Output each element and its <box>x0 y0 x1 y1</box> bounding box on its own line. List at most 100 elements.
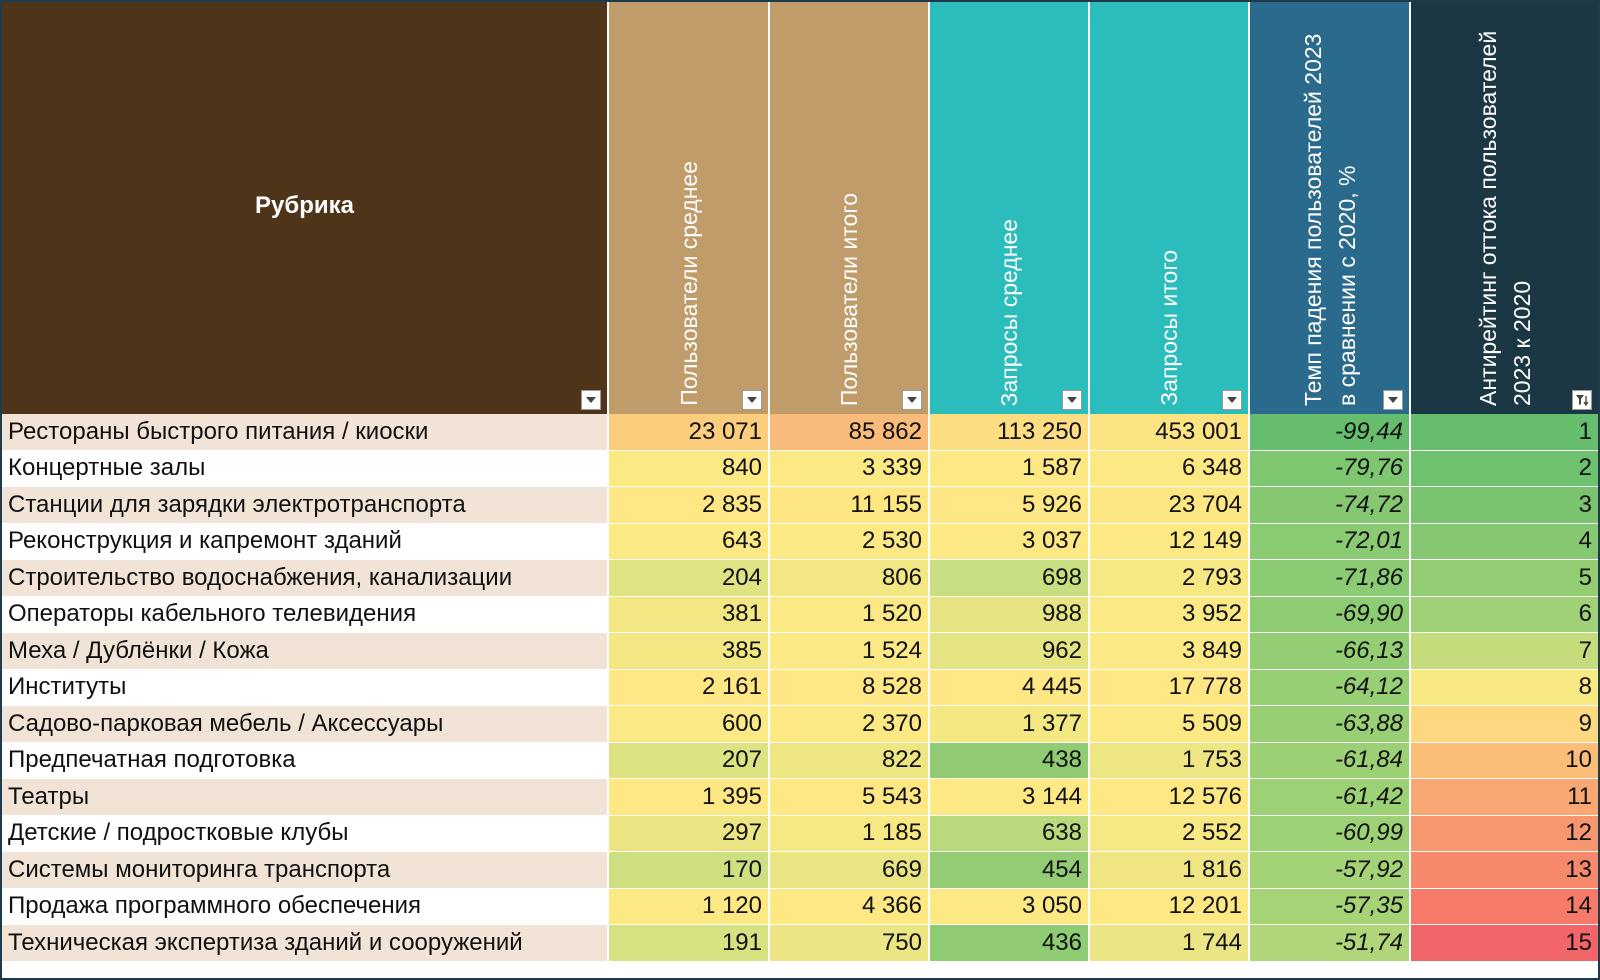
dropdown-arrow-icon[interactable] <box>742 390 762 410</box>
cell-requests-total[interactable]: 3 849 <box>1089 632 1250 670</box>
cell-requests-total[interactable]: 12 201 <box>1089 888 1250 925</box>
cell-users-total[interactable]: 750 <box>769 924 930 962</box>
cell-requests-avg[interactable]: 436 <box>929 924 1090 962</box>
cell-requests-total[interactable]: 12 576 <box>1089 778 1250 816</box>
cell-drop-rate[interactable]: -71,86 <box>1249 559 1411 597</box>
cell-requests-total[interactable]: 3 952 <box>1089 596 1250 633</box>
cell-antirating[interactable]: 15 <box>1410 924 1598 962</box>
cell-users-total[interactable]: 8 528 <box>769 669 930 706</box>
sort-filter-icon[interactable] <box>1572 390 1592 410</box>
cell-users-total[interactable]: 2 370 <box>769 705 930 743</box>
cell-users-total[interactable]: 3 339 <box>769 450 930 487</box>
cell-requests-total[interactable]: 1 744 <box>1089 924 1250 962</box>
cell-antirating[interactable]: 4 <box>1410 523 1598 560</box>
cell-users-avg[interactable]: 2 161 <box>608 669 770 706</box>
cell-requests-total[interactable]: 453 001 <box>1089 414 1250 451</box>
cell-users-total[interactable]: 5 543 <box>769 778 930 816</box>
cell-users-avg[interactable]: 1 120 <box>608 888 770 925</box>
dropdown-arrow-icon[interactable] <box>1062 390 1082 410</box>
cell-rubric[interactable]: Институты <box>2 669 609 706</box>
cell-antirating[interactable]: 1 <box>1410 414 1598 451</box>
cell-users-avg[interactable]: 297 <box>608 815 770 852</box>
cell-requests-avg[interactable]: 438 <box>929 742 1090 779</box>
cell-requests-total[interactable]: 23 704 <box>1089 486 1250 524</box>
cell-antirating[interactable]: 9 <box>1410 705 1598 743</box>
cell-requests-total[interactable]: 2 552 <box>1089 815 1250 852</box>
cell-requests-total[interactable]: 12 149 <box>1089 523 1250 560</box>
cell-users-avg[interactable]: 1 395 <box>608 778 770 816</box>
cell-drop-rate[interactable]: -57,92 <box>1249 851 1411 889</box>
cell-drop-rate[interactable]: -66,13 <box>1249 632 1411 670</box>
cell-rubric[interactable]: Рестораны быстрого питания / киоски <box>2 414 609 451</box>
cell-rubric[interactable]: Предпечатная подготовка <box>2 742 609 779</box>
cell-antirating[interactable]: 7 <box>1410 632 1598 670</box>
cell-drop-rate[interactable]: -51,74 <box>1249 924 1411 962</box>
cell-drop-rate[interactable]: -79,76 <box>1249 450 1411 487</box>
cell-requests-avg[interactable]: 3 037 <box>929 523 1090 560</box>
cell-requests-avg[interactable]: 1 587 <box>929 450 1090 487</box>
cell-rubric[interactable]: Театры <box>2 778 609 816</box>
cell-drop-rate[interactable]: -61,84 <box>1249 742 1411 779</box>
cell-rubric[interactable]: Продажа программного обеспечения <box>2 888 609 925</box>
cell-users-avg[interactable]: 23 071 <box>608 414 770 451</box>
cell-drop-rate[interactable]: -63,88 <box>1249 705 1411 743</box>
cell-requests-avg[interactable]: 113 250 <box>929 414 1090 451</box>
cell-users-total[interactable]: 85 862 <box>769 414 930 451</box>
cell-users-avg[interactable]: 840 <box>608 450 770 487</box>
dropdown-arrow-icon[interactable] <box>581 390 601 410</box>
cell-users-avg[interactable]: 385 <box>608 632 770 670</box>
cell-requests-avg[interactable]: 988 <box>929 596 1090 633</box>
dropdown-arrow-icon[interactable] <box>902 390 922 410</box>
cell-requests-total[interactable]: 6 348 <box>1089 450 1250 487</box>
cell-drop-rate[interactable]: -60,99 <box>1249 815 1411 852</box>
cell-antirating[interactable]: 6 <box>1410 596 1598 633</box>
cell-antirating[interactable]: 14 <box>1410 888 1598 925</box>
cell-users-total[interactable]: 2 530 <box>769 523 930 560</box>
cell-antirating[interactable]: 12 <box>1410 815 1598 852</box>
dropdown-arrow-icon[interactable] <box>1383 390 1403 410</box>
cell-users-total[interactable]: 11 155 <box>769 486 930 524</box>
cell-requests-total[interactable]: 17 778 <box>1089 669 1250 706</box>
cell-drop-rate[interactable]: -57,35 <box>1249 888 1411 925</box>
cell-requests-avg[interactable]: 454 <box>929 851 1090 889</box>
cell-requests-avg[interactable]: 5 926 <box>929 486 1090 524</box>
cell-users-total[interactable]: 822 <box>769 742 930 779</box>
cell-antirating[interactable]: 8 <box>1410 669 1598 706</box>
cell-requests-avg[interactable]: 638 <box>929 815 1090 852</box>
cell-antirating[interactable]: 3 <box>1410 486 1598 524</box>
cell-drop-rate[interactable]: -74,72 <box>1249 486 1411 524</box>
cell-rubric[interactable]: Меха / Дублёнки / Кожа <box>2 632 609 670</box>
cell-requests-avg[interactable]: 1 377 <box>929 705 1090 743</box>
cell-antirating[interactable]: 13 <box>1410 851 1598 889</box>
cell-drop-rate[interactable]: -64,12 <box>1249 669 1411 706</box>
cell-drop-rate[interactable]: -99,44 <box>1249 414 1411 451</box>
cell-rubric[interactable]: Операторы кабельного телевидения <box>2 596 609 633</box>
cell-drop-rate[interactable]: -61,42 <box>1249 778 1411 816</box>
cell-users-avg[interactable]: 2 835 <box>608 486 770 524</box>
cell-rubric[interactable]: Реконструкция и капремонт зданий <box>2 523 609 560</box>
cell-rubric[interactable]: Строительство водоснабжения, канализации <box>2 559 609 597</box>
cell-drop-rate[interactable]: -72,01 <box>1249 523 1411 560</box>
cell-requests-avg[interactable]: 962 <box>929 632 1090 670</box>
cell-requests-total[interactable]: 5 509 <box>1089 705 1250 743</box>
cell-users-avg[interactable]: 643 <box>608 523 770 560</box>
cell-users-avg[interactable]: 170 <box>608 851 770 889</box>
cell-requests-total[interactable]: 1 753 <box>1089 742 1250 779</box>
cell-requests-avg[interactable]: 3 144 <box>929 778 1090 816</box>
cell-users-avg[interactable]: 207 <box>608 742 770 779</box>
cell-antirating[interactable]: 11 <box>1410 778 1598 816</box>
cell-users-avg[interactable]: 600 <box>608 705 770 743</box>
cell-requests-avg[interactable]: 698 <box>929 559 1090 597</box>
cell-antirating[interactable]: 5 <box>1410 559 1598 597</box>
cell-requests-total[interactable]: 2 793 <box>1089 559 1250 597</box>
cell-requests-avg[interactable]: 3 050 <box>929 888 1090 925</box>
cell-users-total[interactable]: 1 520 <box>769 596 930 633</box>
cell-rubric[interactable]: Системы мониторинга транспорта <box>2 851 609 889</box>
cell-users-total[interactable]: 806 <box>769 559 930 597</box>
cell-rubric[interactable]: Садово-парковая мебель / Аксессуары <box>2 705 609 743</box>
cell-rubric[interactable]: Станции для зарядки электротранспорта <box>2 486 609 524</box>
cell-users-total[interactable]: 669 <box>769 851 930 889</box>
cell-users-total[interactable]: 4 366 <box>769 888 930 925</box>
cell-users-total[interactable]: 1 185 <box>769 815 930 852</box>
cell-users-total[interactable]: 1 524 <box>769 632 930 670</box>
